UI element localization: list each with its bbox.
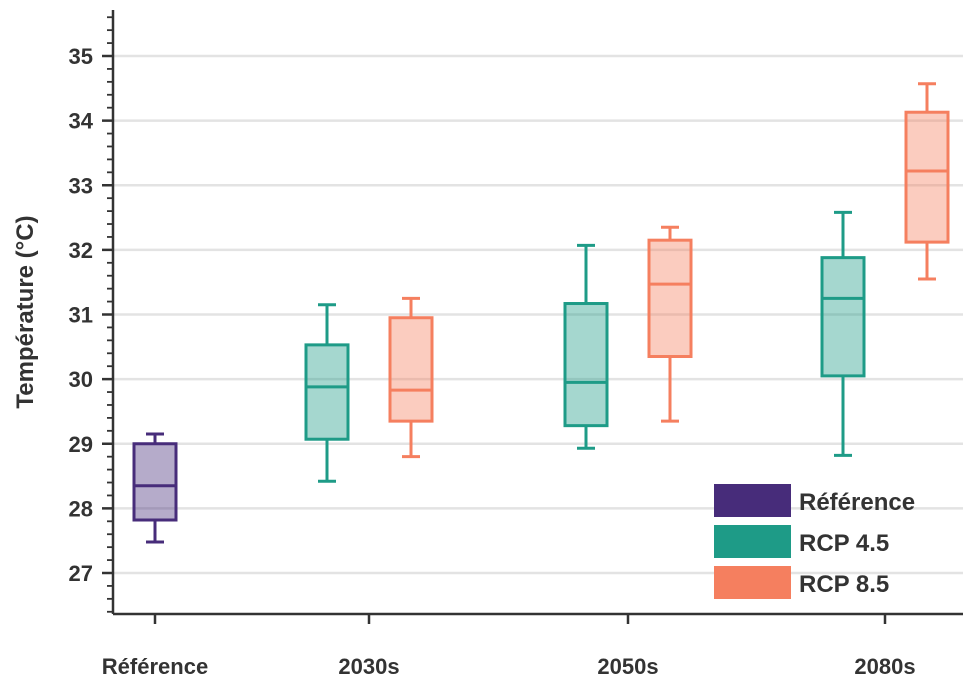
legend-swatch — [714, 525, 791, 558]
box — [647, 225, 693, 423]
box — [304, 303, 350, 483]
legend-label: RCP 8.5 — [799, 571, 889, 598]
x-tick-label: Référence — [102, 654, 208, 679]
legend-swatch — [714, 566, 791, 599]
y-tick-label: 34 — [69, 109, 94, 134]
x-tick-label: 2050s — [597, 654, 658, 679]
y-tick-label: 35 — [69, 44, 93, 69]
y-tick-label: 32 — [69, 238, 93, 263]
x-tick-label: 2080s — [854, 654, 915, 679]
legend: Référence RCP 4.5 RCP 8.5 — [714, 484, 915, 599]
iqr-box — [304, 343, 350, 441]
box — [132, 432, 178, 544]
box — [904, 82, 950, 281]
y-tick-label: 27 — [69, 561, 93, 586]
iqr-box — [563, 302, 609, 428]
x-ticks: Référence 2030s 2050s 2080s — [102, 614, 916, 679]
box — [820, 210, 866, 457]
y-tick-label: 30 — [69, 367, 93, 392]
y-tick-label: 33 — [69, 173, 93, 198]
y-tick-label: 28 — [69, 496, 93, 521]
gridlines — [113, 54, 963, 575]
y-ticks: 27 28 29 30 31 32 33 34 35 — [69, 16, 113, 613]
box-series — [132, 82, 950, 544]
box — [563, 243, 609, 450]
iqr-box — [132, 442, 178, 522]
axes — [111, 10, 963, 616]
y-tick-label: 29 — [69, 432, 93, 457]
y-tick-label: 31 — [69, 303, 93, 328]
legend-label: RCP 4.5 — [799, 530, 889, 557]
iqr-box — [904, 110, 950, 244]
x-tick-label: 2030s — [338, 654, 399, 679]
y-axis-title: Température (°C) — [12, 215, 39, 408]
iqr-box — [647, 238, 693, 359]
iqr-box — [388, 316, 434, 423]
legend-label: Référence — [799, 489, 915, 516]
box — [388, 296, 434, 459]
legend-swatch — [714, 484, 791, 517]
iqr-box — [820, 256, 866, 378]
